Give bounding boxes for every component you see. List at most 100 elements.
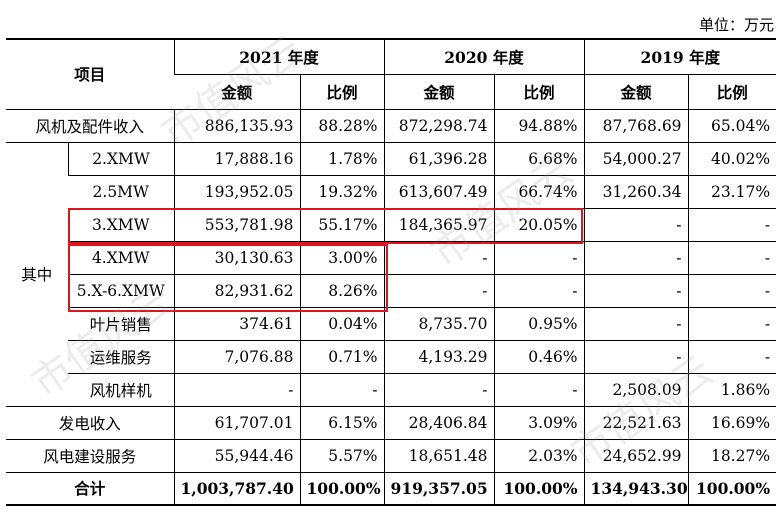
cell: 28,406.84 [383,405,495,439]
cell: 88.28% [299,108,385,142]
header-amount: 金额 [174,73,301,109]
header-ratio: 比例 [493,73,585,109]
cell: 55,944.46 [173,438,301,472]
table-row: 风电建设服务 55,944.46 5.57% 18,651.48 2.03% 2… [6,438,777,472]
row-label: 3.XMW [68,207,175,241]
cell: 61,396.28 [383,141,495,175]
cell: 6.15% [299,405,385,439]
cell: - [583,240,689,274]
cell: 55.17% [299,207,385,241]
table-row: 5.X-6.XMW 82,931.62 8.26% - - - - [6,273,777,307]
cell: - [383,273,495,307]
cell: 872,298.74 [383,108,495,142]
table-row: 4.XMW 30,130.63 3.00% - - - - [6,240,777,274]
row-label: 叶片销售 [68,306,175,340]
table-row: 风机样机 - - - - 2,508.09 1.86% [6,372,777,406]
cell: - [173,372,301,406]
cell: - [493,240,585,274]
table-row: 其中 2.XMW 17,888.16 1.78% 61,396.28 6.68%… [6,141,777,406]
cell: 0.95% [493,306,585,340]
cell: - [687,240,777,274]
row-label: 2.5MW [68,174,175,208]
cell: 16.69% [687,405,777,439]
row-label: 4.XMW [68,240,175,274]
cell: - [687,339,777,373]
cell: 20.05% [493,207,585,241]
cell: 1.86% [687,372,777,406]
row-label: 风机及配件收入 [6,108,175,142]
total-row: 合计 1,003,787.40 100.00% 919,357.05 100.0… [6,471,777,506]
table-row: 叶片销售 374.61 0.04% 8,735.70 0.95% - - [6,306,777,340]
cell: 193,952.05 [173,174,301,208]
cell: 18,651.48 [383,438,495,472]
cell: 1.78% [299,141,385,175]
cell: 919,357.05 [383,471,495,506]
cell: 100.00% [493,471,585,506]
cell: 3.00% [299,240,385,274]
cell: 0.46% [493,339,585,373]
row-label: 2.XMW [67,141,175,175]
header-year-2019: 2019 年度 [583,38,777,74]
cell: 18.27% [687,438,777,472]
row-label: 运维服务 [68,339,175,373]
cell: 7,076.88 [173,339,301,373]
header-ratio: 比例 [299,73,385,109]
header-row-years: 项目 2021 年度 2020 年度 2019 年度 [6,38,777,109]
cell: 30,130.63 [173,240,301,274]
cell: 24,652.99 [583,438,689,472]
cell: 4,193.29 [383,339,495,373]
cell: 553,781.98 [173,207,301,241]
table-row: 运维服务 7,076.88 0.71% 4,193.29 0.46% - - [6,339,777,373]
header-item: 项目 [6,38,175,109]
cell: 82,931.62 [173,273,301,307]
revenue-table: 项目 2021 年度 2020 年度 2019 年度 金额 比例 金额 比例 金… [6,38,777,506]
cell: 0.71% [299,339,385,373]
cell: 184,365.97 [383,207,495,241]
cell: - [583,273,689,307]
cell: - [383,372,495,406]
table-row: 2.5MW 193,952.05 19.32% 613,607.49 66.74… [6,174,777,208]
header-row-metrics: 金额 比例 金额 比例 金额 比例 [6,73,777,109]
cell: 100.00% [687,471,777,506]
cell: - [583,339,689,373]
header-year-2020: 2020 年度 [383,38,585,74]
header-amount: 金额 [383,73,495,109]
cell: 100.00% [299,471,385,506]
cell: - [583,306,689,340]
cell: 1,003,787.40 [173,471,301,506]
header-amount: 金额 [583,73,689,109]
cell: 6.68% [493,141,585,175]
cell: - [493,372,585,406]
cell: 0.04% [299,306,385,340]
table-row: 发电收入 61,707.01 6.15% 28,406.84 3.09% 22,… [6,405,777,439]
cell: 23.17% [687,174,777,208]
cell: 94.88% [493,108,585,142]
cell: 61,707.01 [173,405,301,439]
table-row: 3.XMW 553,781.98 55.17% 184,365.97 20.05… [6,207,777,241]
cell: - [687,207,777,241]
cell: 8.26% [299,273,385,307]
row-label: 发电收入 [6,405,175,439]
table-row: 风机及配件收入 886,135.93 88.28% 872,298.74 94.… [6,108,777,142]
header-year-2021: 2021 年度 [173,38,385,74]
cell: 613,607.49 [383,174,495,208]
row-label: 风电建设服务 [6,438,175,472]
group-label: 其中 [6,141,68,406]
cell: - [583,207,689,241]
cell: 2.03% [493,438,585,472]
header-ratio: 比例 [687,73,777,109]
row-label: 风机样机 [68,372,175,406]
cell: 22,521.63 [583,405,689,439]
cell: 2,508.09 [583,372,689,406]
cell: 40.02% [687,141,777,175]
cell: 3.09% [493,405,585,439]
total-label: 合计 [6,471,175,506]
cell: 31,260.34 [583,174,689,208]
cell: 87,768.69 [583,108,689,142]
cell: - [383,240,495,274]
cell: - [493,273,585,307]
cell: 134,943.30 [583,471,689,506]
cell: 66.74% [493,174,585,208]
cell: 19.32% [299,174,385,208]
row-label: 5.X-6.XMW [68,273,175,307]
